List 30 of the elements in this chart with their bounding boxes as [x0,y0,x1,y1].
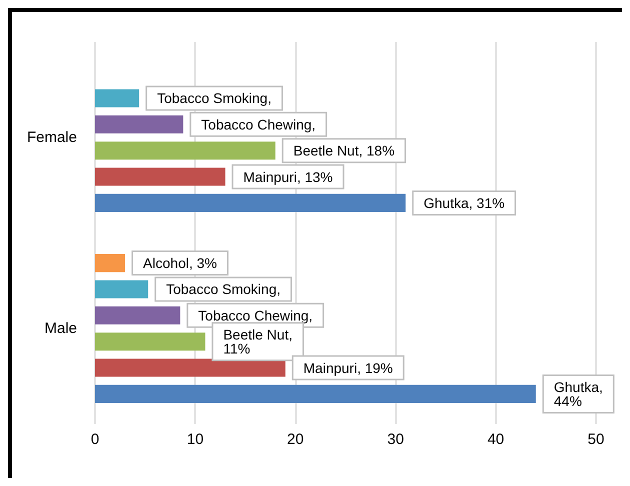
x-tick-label: 50 [588,431,604,448]
data-label: Tobacco Smoking, [157,90,272,106]
bar [95,115,184,134]
y-tick-label: Female [26,129,77,146]
data-label: Beetle Nut, 11% [223,326,292,357]
data-label: Tobacco Chewing, [198,307,313,324]
bar [95,89,140,108]
bar [95,280,148,298]
bar [95,168,226,186]
data-label: Alcohol, 3% [143,255,217,272]
x-tick-label: 10 [186,431,204,448]
bar [95,306,180,324]
x-tick-label: 0 [90,431,100,448]
bar [95,254,126,272]
data-label: Tobacco Smoking, [166,281,281,298]
bar [95,332,206,351]
bar [95,194,406,212]
data-label: Mainpuri, 19% [303,360,393,376]
x-tick-label: 30 [387,431,404,448]
data-label: Ghutka, 31% [424,194,505,211]
x-tick-label: 20 [287,431,304,448]
data-label: Mainpuri, 13% [243,168,333,185]
bar [95,384,536,403]
x-tick-label: 40 [487,431,504,448]
bar [95,142,276,160]
data-label: Tobacco Chewing, [201,116,316,132]
y-tick-label: Male [44,320,77,337]
data-label: Beetle Nut, 18% [293,142,395,159]
bar [95,358,286,377]
data-label: Ghutka, 44% [554,378,603,409]
